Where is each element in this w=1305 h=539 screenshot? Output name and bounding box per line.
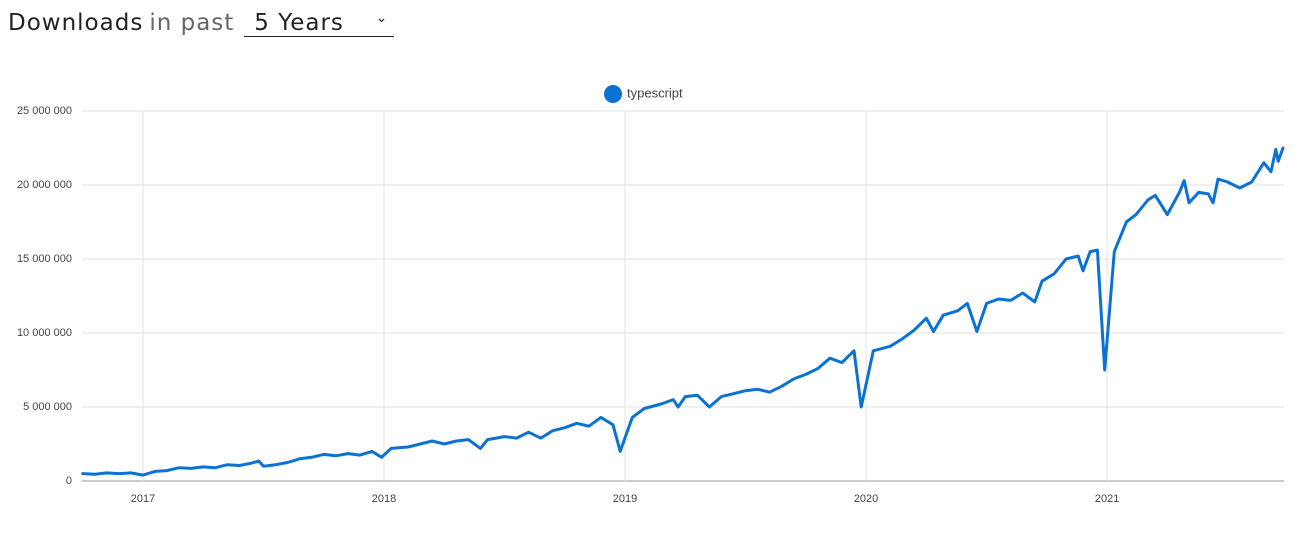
y-tick-label: 0 bbox=[66, 475, 72, 487]
x-tick-label: 2017 bbox=[131, 493, 155, 505]
period-value: 5 Years bbox=[254, 10, 344, 36]
x-tick-label: 2020 bbox=[854, 493, 878, 505]
x-tick-label: 2021 bbox=[1095, 493, 1119, 505]
y-tick-label: 20 000 000 bbox=[17, 179, 72, 191]
header-title: Downloads bbox=[8, 10, 144, 36]
y-tick-label: 10 000 000 bbox=[17, 327, 72, 339]
x-tick-label: 2018 bbox=[372, 493, 396, 505]
y-tick-label: 5 000 000 bbox=[23, 401, 72, 413]
period-select[interactable]: 5 Years ⌄ bbox=[244, 10, 395, 37]
chevron: ⌄ bbox=[375, 10, 389, 26]
header: Downloads in past 5 Years ⌄ bbox=[8, 10, 395, 37]
x-tick-label: 2019 bbox=[613, 493, 637, 505]
data-line bbox=[81, 146, 1285, 477]
legend-swatch bbox=[604, 85, 622, 103]
y-tick-label: 25 000 000 bbox=[17, 105, 72, 117]
y-tick-label: 15 000 000 bbox=[17, 253, 72, 265]
header-subtitle: in past bbox=[149, 10, 235, 36]
legend-label: typescript bbox=[627, 85, 683, 100]
